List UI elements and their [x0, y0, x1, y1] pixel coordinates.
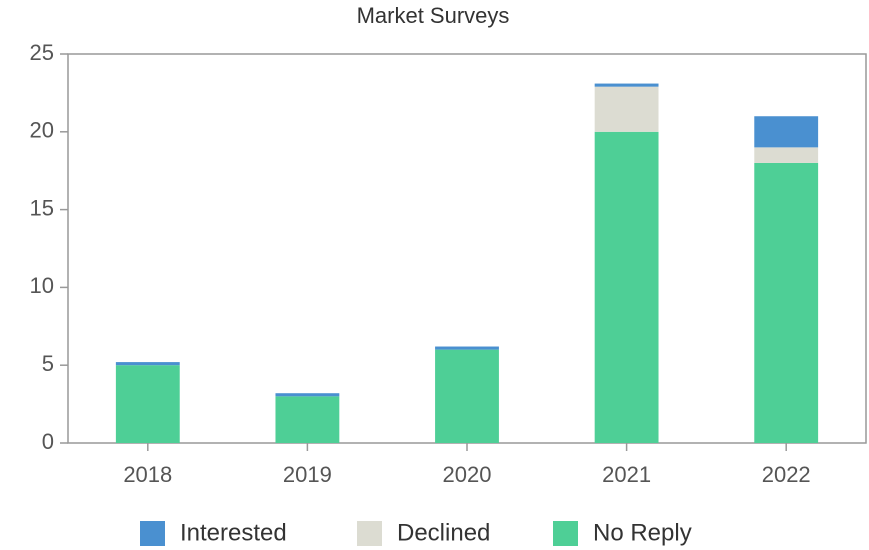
bar-segment: [594, 83, 659, 87]
y-tick-label: 10: [30, 273, 54, 298]
bar-segment: [435, 349, 499, 443]
legend-label: No Reply: [593, 519, 692, 546]
bar-segment: [754, 162, 819, 444]
x-tick-label: 2018: [123, 462, 172, 487]
bar-segment: [115, 365, 180, 443]
bar-segment: [754, 116, 819, 148]
legend-swatch: [357, 521, 382, 546]
bar-segment: [754, 147, 819, 163]
y-tick-label: 5: [42, 351, 54, 376]
legend-label: Interested: [180, 519, 287, 546]
bar-segment: [275, 393, 340, 397]
x-tick-label: 2019: [283, 462, 332, 487]
legend-swatch: [553, 521, 578, 546]
bar-segment: [594, 131, 659, 444]
legend-swatch: [140, 521, 165, 546]
legend-label: Declined: [397, 519, 490, 546]
bar-segment: [115, 362, 180, 366]
y-tick-label: 15: [30, 195, 54, 220]
bar-segment: [275, 396, 340, 443]
bar-segment: [435, 346, 499, 350]
bar-segment: [594, 86, 659, 132]
chart-title: Market Surveys: [357, 3, 510, 28]
y-tick-label: 0: [42, 429, 54, 454]
y-tick-label: 25: [30, 40, 54, 65]
x-tick-label: 2022: [762, 462, 811, 487]
x-tick-label: 2021: [602, 462, 651, 487]
x-tick-label: 2020: [443, 462, 492, 487]
y-tick-label: 20: [30, 118, 54, 143]
